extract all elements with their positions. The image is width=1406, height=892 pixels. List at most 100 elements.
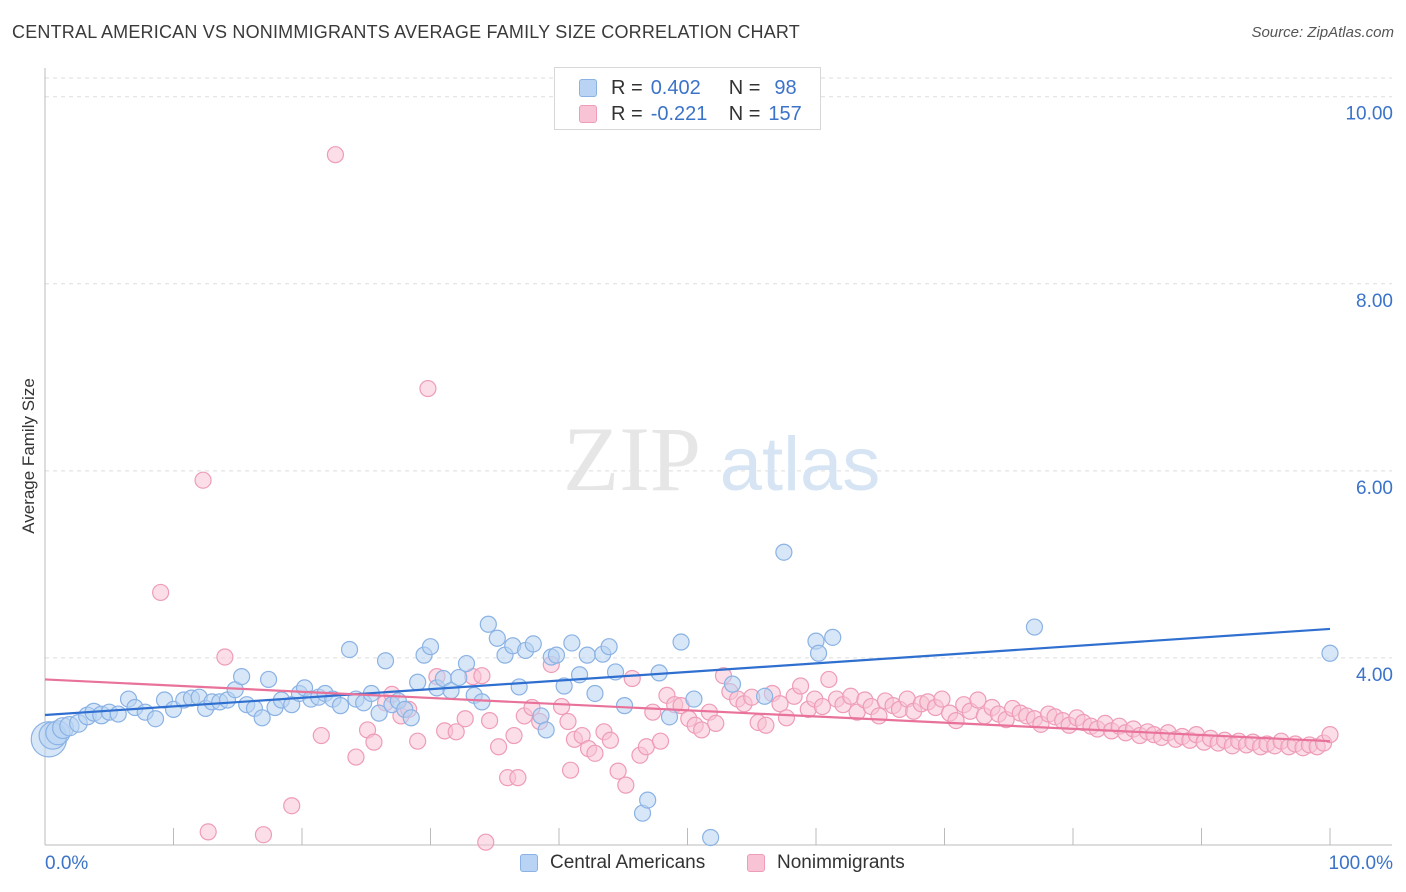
legend-n-value: 98	[774, 76, 797, 99]
legend-row-nonimmigrants: R = -0.221 N = 157	[579, 102, 802, 126]
central-americans-point	[660, 708, 679, 726]
nonimmigrants-point	[870, 707, 888, 725]
nonimmigrants-point	[623, 669, 641, 688]
central-americans-point	[510, 678, 528, 696]
legend-n-label: N =	[728, 76, 761, 99]
nonimmigrants-point	[969, 691, 987, 709]
central-americans-point	[409, 673, 427, 691]
grid-lines	[45, 77, 1392, 659]
y-tick-label: 10.00	[1345, 104, 1393, 125]
central-americans-point	[824, 628, 842, 646]
watermark-zip: ZIP	[563, 408, 701, 510]
nonimmigrants-point	[447, 723, 465, 741]
legend-r-label: R =	[611, 76, 643, 99]
nonimmigrants-point	[199, 823, 217, 841]
nonimmigrants-point	[842, 687, 860, 705]
central-americans-point	[479, 615, 497, 633]
nonimmigrants-point	[283, 797, 301, 815]
central-americans-points	[30, 543, 1339, 847]
axes	[44, 68, 1392, 846]
bottom-legend-central-americans: Central Americans	[520, 852, 705, 874]
central-americans-point	[586, 684, 604, 703]
chart-title: CENTRAL AMERICAN VS NONIMMIGRANTS AVERAG…	[12, 22, 800, 42]
central-americans-point	[331, 697, 350, 715]
central-americans-point	[146, 710, 165, 728]
nonimmigrants-trend-line	[44, 678, 1331, 743]
central-americans-point	[524, 635, 542, 653]
legend-swatch-blue	[579, 79, 597, 97]
central-americans-point	[809, 644, 828, 662]
central-americans-point	[457, 654, 476, 673]
bottom-legend-swatch-pink	[747, 854, 765, 872]
nonimmigrants-point	[456, 710, 474, 728]
central-americans-point	[109, 705, 127, 723]
nonimmigrants-point	[777, 709, 796, 727]
nonimmigrants-point	[644, 703, 662, 721]
central-americans-point	[672, 633, 690, 651]
nonimmigrants-point	[617, 776, 635, 794]
nonimmigrants-point	[586, 744, 604, 762]
legend-r-value: 0.402	[650, 76, 701, 99]
central-americans-trend-line	[44, 627, 1331, 717]
nonimmigrants-point	[365, 733, 383, 751]
nonimmigrants-point	[490, 738, 508, 756]
central-americans-point	[555, 677, 573, 695]
central-americans-point	[578, 646, 596, 664]
nonimmigrants-point	[409, 732, 427, 750]
central-americans-point	[253, 709, 271, 727]
central-americans-point	[723, 675, 742, 693]
central-americans-point	[233, 668, 251, 686]
nonimmigrants-point	[326, 146, 345, 164]
nonimmigrants-point	[254, 826, 273, 844]
nonimmigrants-point	[813, 697, 832, 716]
central-americans-point	[685, 690, 703, 708]
trend-lines	[44, 627, 1331, 743]
central-americans-point	[259, 670, 278, 689]
nonimmigrants-point	[693, 721, 711, 739]
central-americans-point	[755, 687, 774, 705]
central-americans-point	[370, 704, 388, 722]
y-axis-label: Average Family Size	[19, 378, 38, 534]
central-americans-point	[473, 693, 491, 711]
central-americans-point	[488, 629, 506, 647]
central-americans-point	[1321, 644, 1339, 662]
x-tick-label: 0.0%	[45, 853, 88, 874]
nonimmigrants-point	[505, 726, 523, 745]
nonimmigrants-point	[473, 667, 491, 685]
nonimmigrants-point	[481, 711, 499, 730]
bottom-legend-nonimmigrants: Nonimmigrants	[747, 852, 905, 874]
watermark: ZIP atlas	[563, 408, 880, 510]
nonimmigrants-point	[1321, 726, 1339, 744]
nonimmigrants-point	[216, 648, 234, 666]
bottom-legend-label: Nonimmigrants	[777, 852, 905, 873]
nonimmigrants-point	[561, 761, 580, 779]
nonimmigrants-point	[933, 690, 951, 708]
legend-n-label: N =	[728, 102, 761, 125]
nonimmigrants-point	[152, 583, 170, 602]
y-tick-label: 4.00	[1356, 665, 1393, 686]
correlation-legend: R = 0.402 N = 98 R = -0.221 N = 157	[554, 67, 821, 130]
central-americans-point	[563, 634, 581, 652]
nonimmigrants-point	[609, 762, 627, 780]
nonimmigrants-point	[601, 731, 620, 749]
nonimmigrants-point	[707, 714, 725, 733]
legend-row-central-americans: R = 0.402 N = 98	[579, 76, 797, 100]
legend-r-value: -0.221	[650, 102, 708, 125]
tick-labels: 4.00 6.00 8.00 10.00 0.0% 100.0%	[45, 104, 1393, 874]
central-americans-point	[1025, 618, 1044, 636]
y-tick-label: 8.00	[1356, 291, 1393, 312]
nonimmigrants-point	[559, 712, 577, 731]
x-tick-label: 100.0%	[1329, 853, 1394, 874]
central-americans-point	[421, 638, 440, 656]
central-americans-point	[639, 791, 657, 809]
central-americans-point	[547, 646, 566, 664]
bottom-legend-swatch-blue	[520, 854, 538, 872]
nonimmigrants-point	[552, 697, 571, 716]
central-americans-point	[702, 828, 720, 847]
nonimmigrants-point	[651, 732, 670, 750]
central-americans-point	[537, 721, 555, 739]
central-americans-point	[600, 638, 618, 656]
nonimmigrants-point	[477, 833, 495, 851]
watermark-atlas: atlas	[720, 422, 881, 507]
central-americans-point	[450, 668, 468, 687]
